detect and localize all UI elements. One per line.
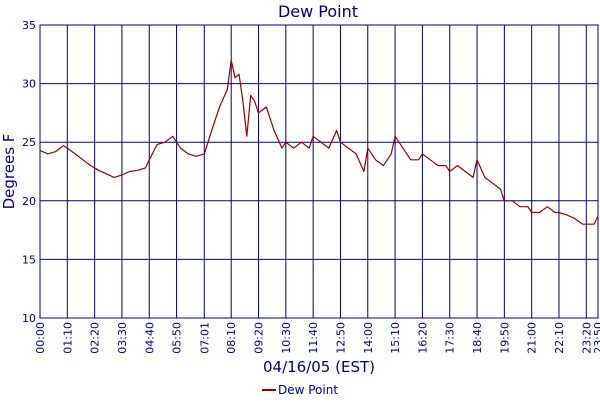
y-tick-label: 15: [22, 253, 36, 266]
x-tick-label: 17:30: [444, 322, 457, 354]
x-tick-label: 10:30: [280, 322, 293, 354]
x-tick-label: 09:20: [253, 322, 266, 354]
series-line-dew-point: [39, 59, 599, 225]
x-tick-label: 02:20: [89, 322, 102, 354]
x-tick-label: 08:10: [225, 322, 238, 354]
plot-area: [39, 24, 599, 319]
legend-label-dew-point: Dew Point: [278, 383, 338, 397]
x-tick-label: 15:10: [389, 322, 402, 354]
x-tick-label: 03:30: [116, 322, 129, 354]
x-tick-label: 19:50: [498, 322, 511, 354]
x-tick-label: 05:50: [171, 322, 184, 354]
x-tick-label: 00:00: [34, 322, 47, 354]
x-tick-label: 04:40: [143, 322, 156, 354]
x-tick-label: 01:10: [61, 322, 74, 354]
x-tick-label: 11:40: [307, 322, 320, 354]
x-tick-label: 14:00: [362, 322, 375, 354]
x-axis-label: 04/16/05 (EST): [263, 358, 375, 376]
x-axis-ticks: 00:00 01:10 02:20 03:30 04:40 05:50 07:01 08:10…: [34, 322, 600, 354]
series-layer: [39, 59, 599, 225]
x-tick-label: 12:50: [334, 322, 347, 354]
x-tick-label: 23:50: [592, 322, 600, 354]
x-tick-label: 16:20: [416, 322, 429, 354]
y-axis-label: Degrees F: [0, 134, 18, 210]
x-tick-label: 21:00: [526, 322, 539, 354]
y-tick-label: 10: [22, 312, 36, 325]
y-tick-label: 35: [22, 19, 36, 32]
y-tick-label: 20: [22, 195, 36, 208]
x-tick-label: 22:10: [553, 322, 566, 354]
y-tick-label: 25: [22, 136, 36, 149]
y-tick-label: 30: [22, 78, 36, 91]
chart-title: Dew Point: [278, 2, 358, 21]
grid-lines: [40, 25, 598, 318]
legend: Dew Point: [262, 383, 338, 397]
x-tick-label: 07:01: [198, 322, 211, 354]
x-tick-label: 23:20: [580, 322, 593, 354]
y-axis-ticks: 10 15 20 25 30 35: [22, 19, 36, 325]
x-tick-label: 18:40: [471, 322, 484, 354]
